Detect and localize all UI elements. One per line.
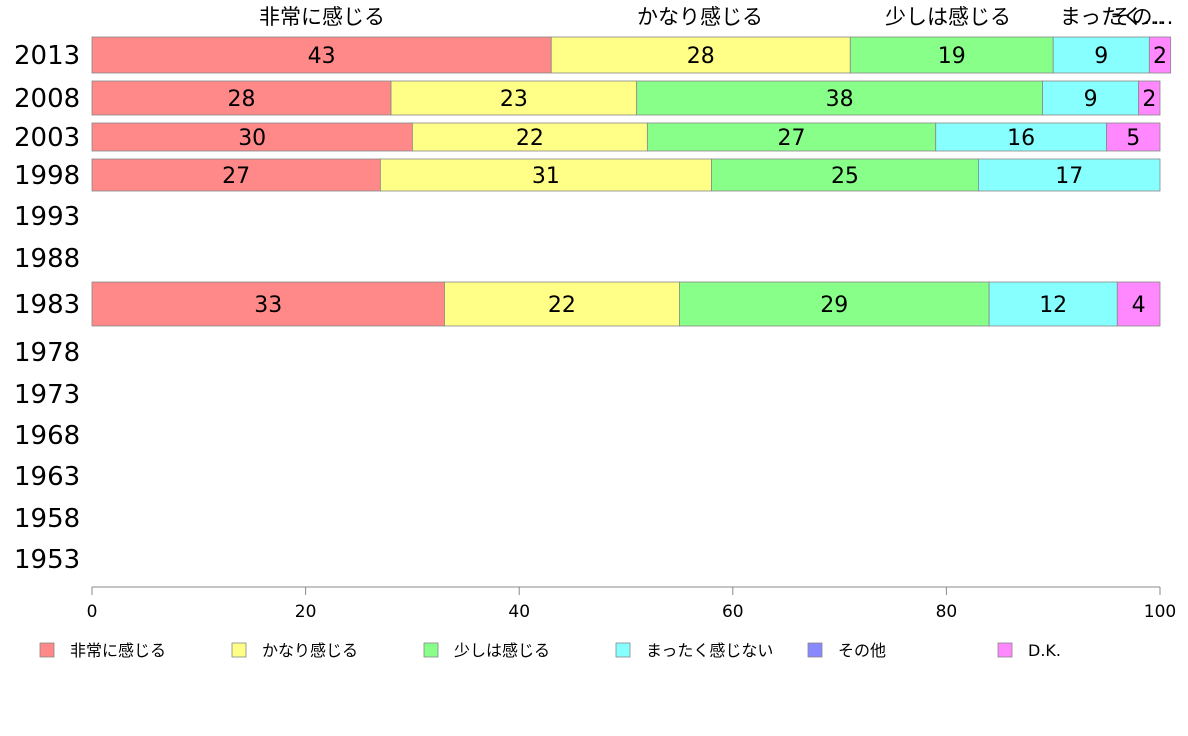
bar-value-label: 38 xyxy=(826,87,854,112)
year-label: 1968 xyxy=(14,421,80,451)
bar-value-label: 12 xyxy=(1039,293,1067,318)
bar-value-label: 16 xyxy=(1007,126,1035,151)
legend-swatch xyxy=(807,642,823,658)
series-header-label: かなり感じる xyxy=(637,5,763,29)
bar-value-label: 28 xyxy=(687,44,715,69)
bar-value-label: 22 xyxy=(516,126,544,151)
x-tick-label: 20 xyxy=(295,602,317,622)
bars: 43 28 19 9 2 28 23 38 9 2 30 22 27 16 5 27 31 25 17 33 22 29 1… xyxy=(91,36,1172,327)
legend-swatch xyxy=(997,642,1013,658)
bar-segment xyxy=(978,158,1161,192)
bar-segment xyxy=(849,36,1054,74)
x-axis: 0 20 40 60 80 100 xyxy=(87,586,1176,622)
bar-segment xyxy=(711,158,979,192)
legend-label: その他 xyxy=(838,641,886,660)
bar-value-label: 19 xyxy=(938,44,966,69)
bar-segment xyxy=(91,36,552,74)
bar-value-label: 22 xyxy=(548,293,576,318)
legend-swatch xyxy=(39,642,55,658)
bar-segment xyxy=(379,158,712,192)
bar-value-label: 30 xyxy=(238,126,266,151)
bar-segment xyxy=(988,281,1118,327)
bar-value-label: 43 xyxy=(308,44,336,69)
x-tick-label: 100 xyxy=(1144,602,1176,622)
bar-value-label: 2 xyxy=(1142,87,1156,112)
bar-segment xyxy=(444,281,680,327)
bar-segment xyxy=(646,122,937,152)
year-label: 1993 xyxy=(14,202,80,232)
year-label: 1998 xyxy=(14,161,80,191)
legend-label: 非常に感じる xyxy=(70,641,166,660)
bar-value-label: 27 xyxy=(222,164,250,189)
legend-swatch xyxy=(615,642,631,658)
bar-segment xyxy=(1042,80,1140,116)
year-label: 2003 xyxy=(14,123,80,153)
year-label: 1978 xyxy=(14,338,80,368)
legend-swatch xyxy=(231,642,247,658)
x-tick-label: 80 xyxy=(936,602,958,622)
bar-segment xyxy=(91,281,445,327)
year-label: 1963 xyxy=(14,462,80,492)
bar-value-label: 31 xyxy=(532,164,560,189)
series-header-label: その… xyxy=(1111,5,1174,29)
bar-value-label: 4 xyxy=(1132,293,1146,318)
legend-label: かなり感じる xyxy=(262,641,358,660)
bar-segment xyxy=(91,122,413,152)
bar-value-label: 27 xyxy=(778,126,806,151)
series-header-labels: 非常に感じる かなり感じる 少しは感じる まったく…その… xyxy=(259,5,1174,29)
legend-label: まったく感じない xyxy=(646,641,773,660)
bar-value-label: 2 xyxy=(1153,44,1167,69)
bar-value-label: 9 xyxy=(1084,87,1098,112)
bar-value-label: 33 xyxy=(254,293,282,318)
series-header-label: 少しは感じる xyxy=(885,5,1011,29)
legend: 非常に感じる かなり感じる 少しは感じる まったく感じない その他 D.K. xyxy=(39,641,1061,660)
bar-value-label: 17 xyxy=(1055,164,1083,189)
bar-segment xyxy=(411,122,648,152)
year-label: 1988 xyxy=(14,244,80,274)
legend-label: D.K. xyxy=(1028,641,1061,660)
x-tick-label: 0 xyxy=(87,602,98,622)
x-tick-label: 60 xyxy=(722,602,744,622)
bar-segment xyxy=(1106,122,1161,152)
bar-segment xyxy=(91,80,392,116)
year-label: 1958 xyxy=(14,504,80,534)
bar-segment xyxy=(550,36,851,74)
series-header-label: まったく… xyxy=(1060,5,1164,29)
bar-segment xyxy=(91,158,381,192)
bar-segment xyxy=(1116,281,1161,327)
series-header-label: 非常に感じる xyxy=(259,5,385,29)
legend-swatch xyxy=(423,642,439,658)
year-label: 1953 xyxy=(14,545,80,575)
bar-value-label: 23 xyxy=(500,87,528,112)
bar-segment xyxy=(1138,80,1161,116)
year-label: 1973 xyxy=(14,380,80,410)
legend-label: 少しは感じる xyxy=(454,641,550,660)
bar-value-label: 5 xyxy=(1126,126,1140,151)
bar-value-label: 9 xyxy=(1094,44,1108,69)
year-label: 2008 xyxy=(14,84,80,114)
x-tick-label: 40 xyxy=(508,602,530,622)
bar-value-label: 28 xyxy=(228,87,256,112)
bar-value-label: 29 xyxy=(820,293,848,318)
year-label: 1983 xyxy=(14,290,80,320)
bar-segment xyxy=(1052,36,1150,74)
bar-segment xyxy=(1148,36,1172,74)
bar-segment xyxy=(636,80,1043,116)
bar-value-label: 25 xyxy=(831,164,859,189)
bar-segment xyxy=(390,80,638,116)
year-label: 2013 xyxy=(14,41,80,71)
year-axis-labels: 2013 2008 2003 1998 1993 1988 1983 1978 1973 1968… xyxy=(14,41,80,575)
